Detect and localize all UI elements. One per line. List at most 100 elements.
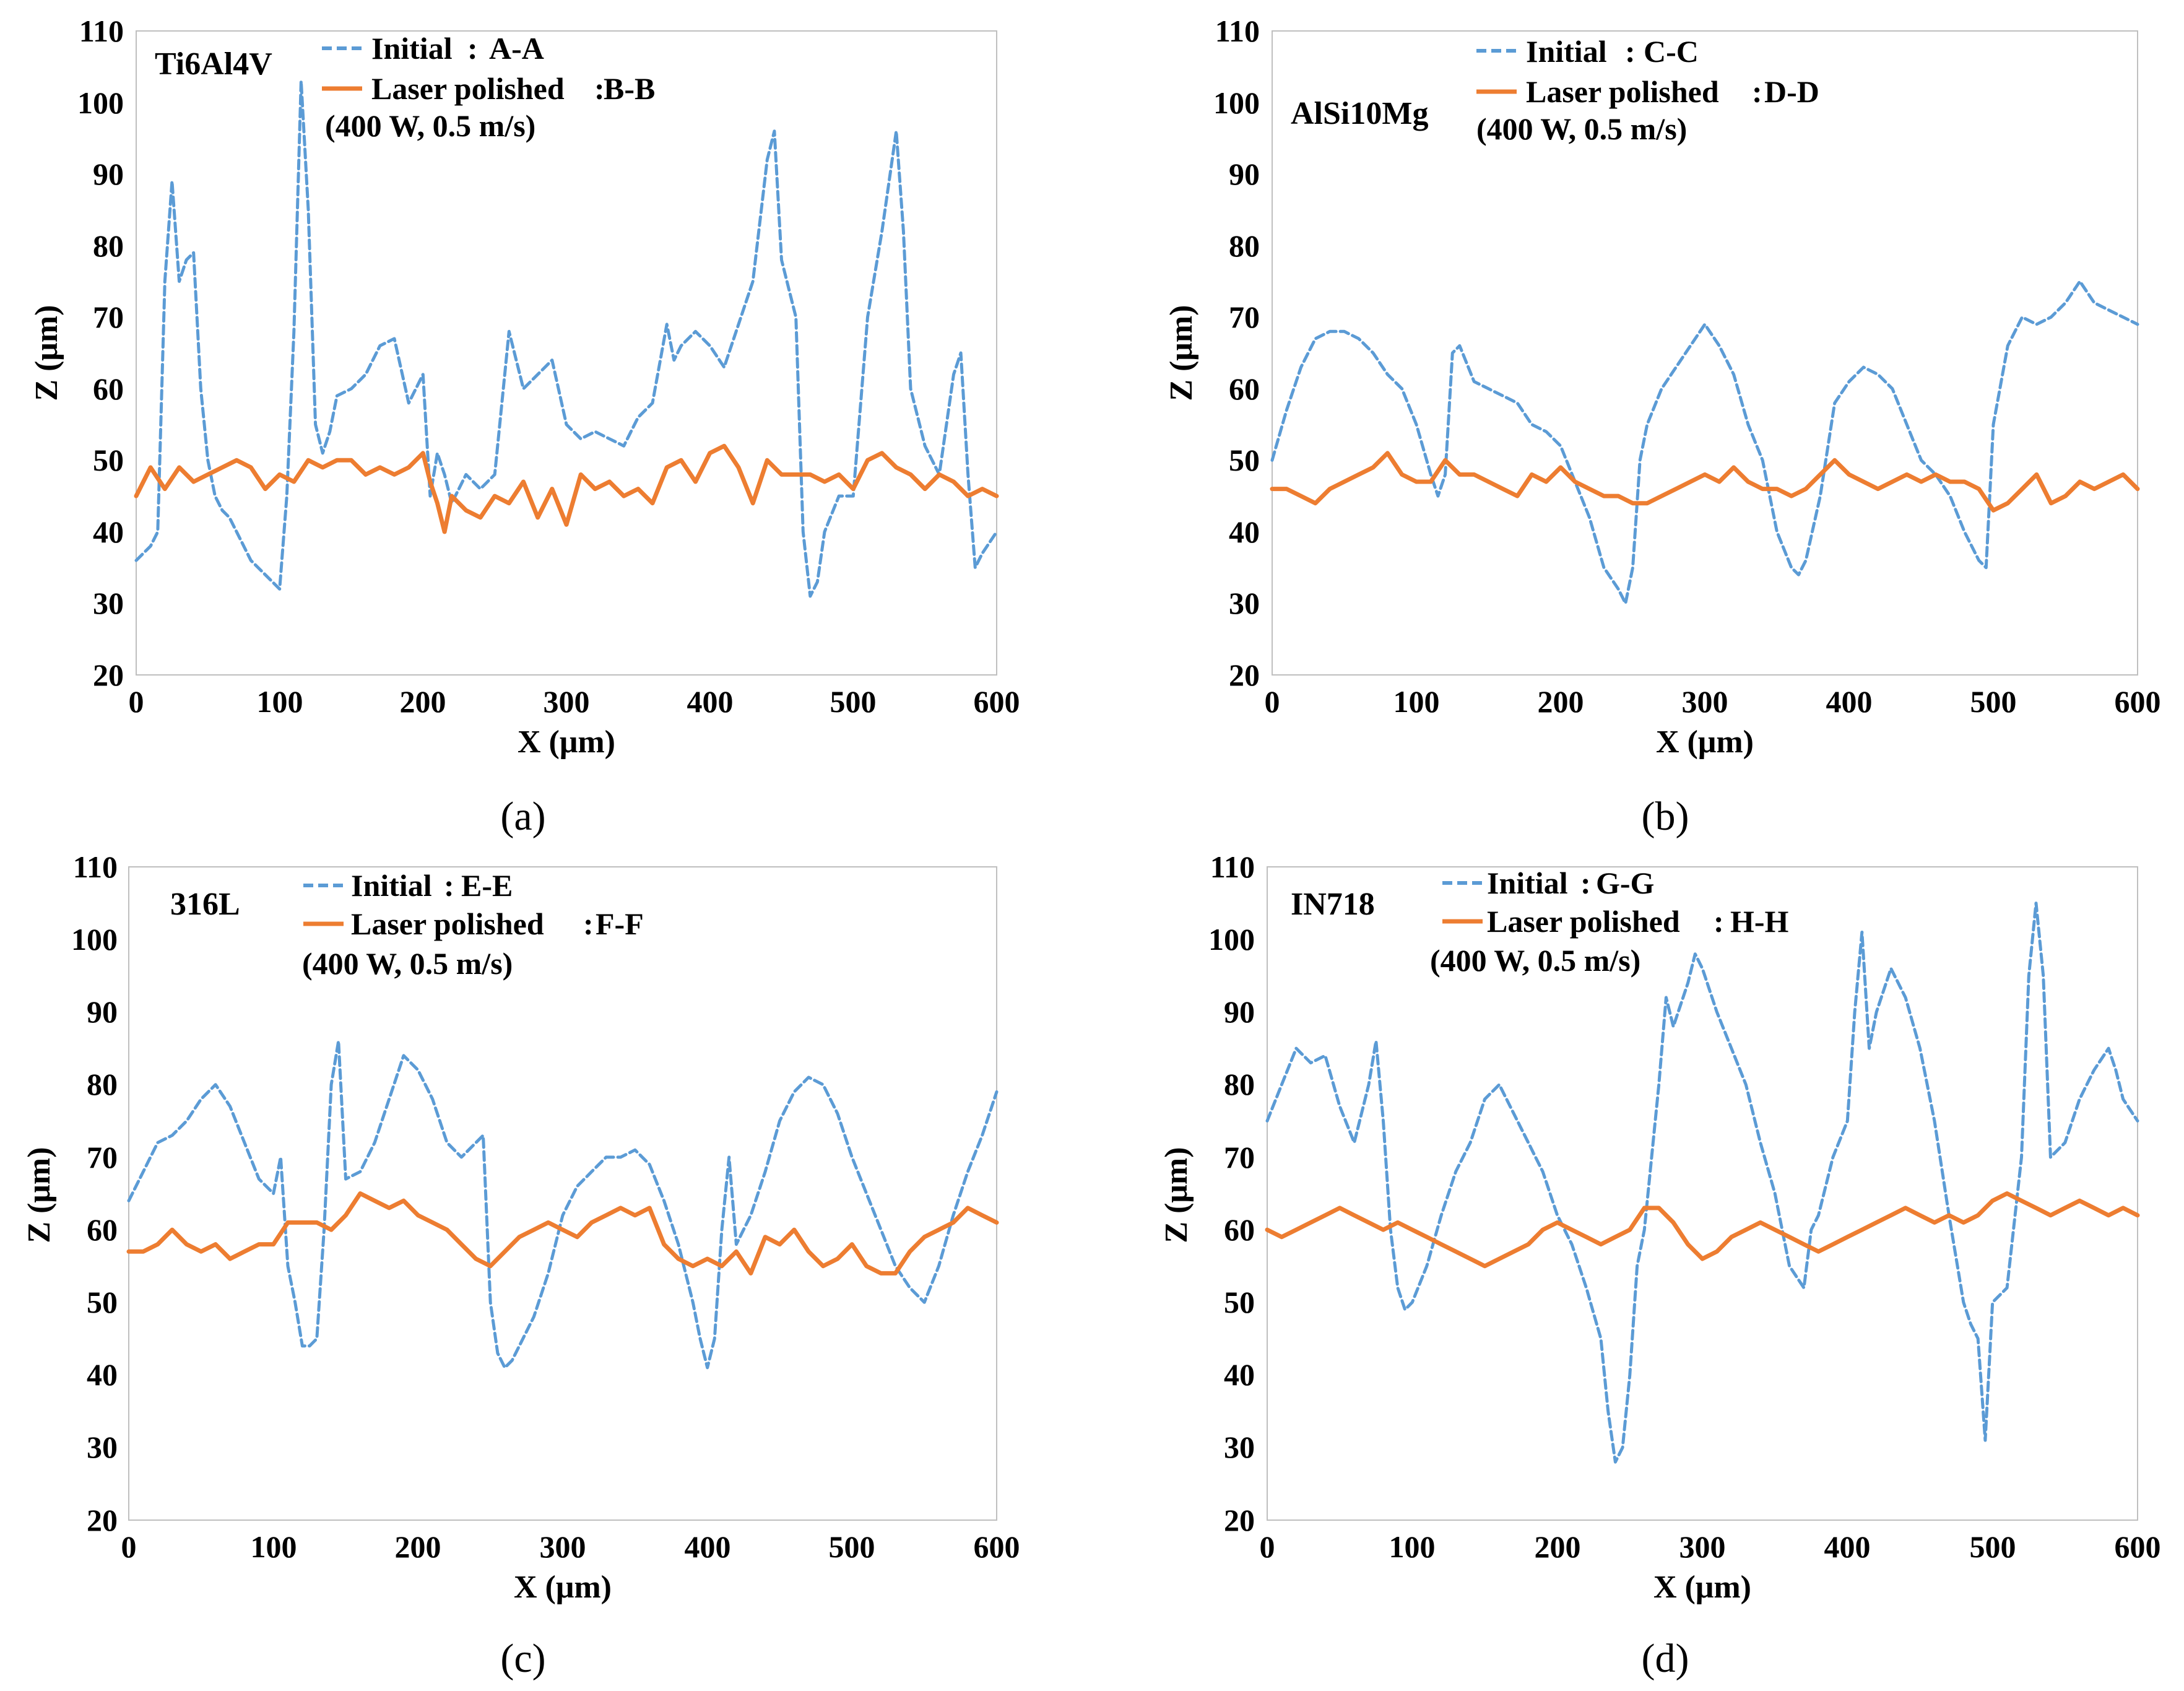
- y-tick-b-60: 60: [1229, 372, 1260, 406]
- x-tick-d-100: 100: [1389, 1529, 1436, 1564]
- x-tick-d-500: 500: [1970, 1529, 2016, 1564]
- y-tick-c-80: 80: [87, 1067, 118, 1102]
- plot-area-b: [1272, 30, 2138, 676]
- legend-d-polished-colon: :: [1714, 904, 1724, 939]
- x-tick-c-400: 400: [685, 1529, 731, 1564]
- x-tick-b-200: 200: [1538, 684, 1584, 719]
- series-layer-d: [1265, 902, 2140, 1464]
- series-initial-line-b: [1270, 279, 2139, 605]
- x-axis-label-a: X (μm): [518, 724, 615, 760]
- legend-c-initial-name: Initial: [351, 868, 432, 903]
- series-initial-line-a: [134, 79, 999, 598]
- y-tick-a-20: 20: [93, 658, 124, 692]
- y-tick-a-80: 80: [93, 228, 124, 263]
- material-label-d: IN718: [1291, 887, 1375, 922]
- y-tick-d-30: 30: [1224, 1430, 1255, 1464]
- plot-area-a: [136, 30, 997, 676]
- x-tick-a-0: 0: [129, 684, 144, 719]
- material-label-a: Ti6Al4V: [155, 46, 272, 82]
- legend-b-condition: (400 W, 0.5 m/s): [1476, 111, 1687, 146]
- series-polished-line-a: [134, 443, 999, 534]
- legend-a-polished-name: Laser polished: [371, 71, 565, 106]
- x-axis-label-c: X (μm): [514, 1570, 612, 1605]
- x-axis-label-d: X (μm): [1653, 1570, 1751, 1605]
- legend-b-polished-profile: D-D: [1764, 74, 1819, 109]
- legend-b-initial-profile: C-C: [1644, 34, 1699, 69]
- y-tick-c-70: 70: [87, 1140, 118, 1175]
- series-layer-c: [126, 1039, 999, 1370]
- y-tick-a-90: 90: [93, 157, 124, 191]
- x-tick-b-0: 0: [1265, 684, 1280, 719]
- x-tick-d-300: 300: [1679, 1529, 1726, 1564]
- y-ticks-d: 110 100 90 80 70 60 50 40 30 20: [1208, 850, 1255, 1537]
- series-initial-line-c: [127, 1039, 999, 1370]
- legend-a-initial-profile: A-A: [489, 31, 544, 66]
- y-tick-d-80: 80: [1224, 1067, 1255, 1102]
- y-tick-d-60: 60: [1224, 1212, 1255, 1247]
- y-tick-b-110: 110: [1215, 14, 1260, 48]
- caption-b: (b): [1642, 794, 1689, 839]
- x-tick-b-300: 300: [1682, 684, 1728, 719]
- y-axis-label-a: Z (μm): [29, 305, 64, 401]
- material-label-b: AlSi10Mg: [1291, 96, 1428, 131]
- legend-c-initial-profile: E-E: [461, 868, 513, 903]
- legend-d: Initial : G-G Laser polished : H-H (400 …: [1430, 866, 1789, 978]
- legend-d-initial-name: Initial: [1487, 866, 1568, 900]
- legend-d-polished-profile: H-H: [1730, 904, 1789, 939]
- x-tick-c-600: 600: [974, 1529, 1020, 1564]
- y-tick-a-70: 70: [93, 300, 124, 334]
- x-ticks-b: 0 100 200 300 400 500 600: [1265, 684, 2161, 719]
- y-tick-c-110: 110: [73, 850, 118, 884]
- legend-a-initial-name: Initial: [371, 31, 453, 66]
- legend-d-initial-colon: :: [1580, 866, 1591, 900]
- legend-b-initial-name: Initial: [1526, 34, 1607, 69]
- panel-c: 110 100 90 80 70 60 50 40 30 20 0 100 20…: [22, 850, 1020, 1681]
- legend-b-polished-name: Laser polished: [1526, 74, 1719, 109]
- legend-a-polished-colon: :: [594, 71, 605, 106]
- y-tick-b-40: 40: [1229, 515, 1260, 549]
- y-tick-a-40: 40: [93, 515, 124, 549]
- legend-d-initial-profile: G-G: [1596, 866, 1654, 900]
- y-tick-c-60: 60: [87, 1212, 118, 1247]
- legend-c-initial-colon: :: [444, 868, 454, 903]
- series-polished-line-b: [1270, 451, 2140, 513]
- y-axis-label-c: Z (μm): [22, 1147, 57, 1243]
- y-tick-b-50: 50: [1229, 443, 1260, 477]
- x-ticks-c: 0 100 200 300 400 500 600: [121, 1529, 1020, 1564]
- y-tick-d-90: 90: [1224, 994, 1255, 1029]
- y-tick-c-100: 100: [71, 922, 118, 957]
- legend-a-initial-colon: :: [467, 31, 478, 66]
- series-layer-b: [1270, 279, 2140, 605]
- x-tick-a-400: 400: [687, 684, 734, 719]
- series-layer-a: [134, 79, 999, 598]
- y-tick-c-40: 40: [87, 1357, 118, 1392]
- caption-d: (d): [1642, 1636, 1689, 1681]
- x-tick-d-400: 400: [1824, 1529, 1871, 1564]
- y-tick-b-20: 20: [1229, 658, 1260, 692]
- y-tick-b-100: 100: [1213, 85, 1260, 120]
- plot-area-d: [1267, 866, 2138, 1521]
- panel-b: 110 100 90 80 70 60 50 40 30 20 0 100 20…: [1164, 14, 2161, 839]
- material-label-c: 316L: [170, 887, 240, 922]
- caption-c: (c): [500, 1636, 545, 1681]
- y-tick-a-60: 60: [93, 372, 124, 406]
- y-ticks-b: 110 100 90 80 70 60 50 40 30 20: [1213, 14, 1260, 692]
- caption-a: (a): [500, 794, 545, 839]
- y-tick-d-70: 70: [1224, 1140, 1255, 1175]
- legend-a: Initial : A-A Laser polished : B-B (400 …: [322, 31, 655, 143]
- y-tick-d-50: 50: [1224, 1285, 1255, 1319]
- legend-d-condition: (400 W, 0.5 m/s): [1430, 943, 1640, 978]
- x-ticks-a: 0 100 200 300 400 500 600: [129, 684, 1020, 719]
- y-tick-d-110: 110: [1210, 850, 1255, 884]
- x-tick-a-100: 100: [257, 684, 303, 719]
- x-tick-c-100: 100: [251, 1529, 297, 1564]
- series-polished-line-d: [1265, 1191, 2140, 1269]
- x-ticks-d: 0 100 200 300 400 500 600: [1260, 1529, 2161, 1564]
- panel-a: 110 100 90 80 70 60 50 40 30 20 0 100 20…: [29, 14, 1020, 839]
- x-tick-c-300: 300: [540, 1529, 586, 1564]
- y-tick-a-30: 30: [93, 586, 124, 620]
- x-tick-b-100: 100: [1393, 684, 1440, 719]
- x-tick-b-400: 400: [1826, 684, 1873, 719]
- x-tick-b-500: 500: [1970, 684, 2017, 719]
- y-tick-d-100: 100: [1208, 922, 1255, 957]
